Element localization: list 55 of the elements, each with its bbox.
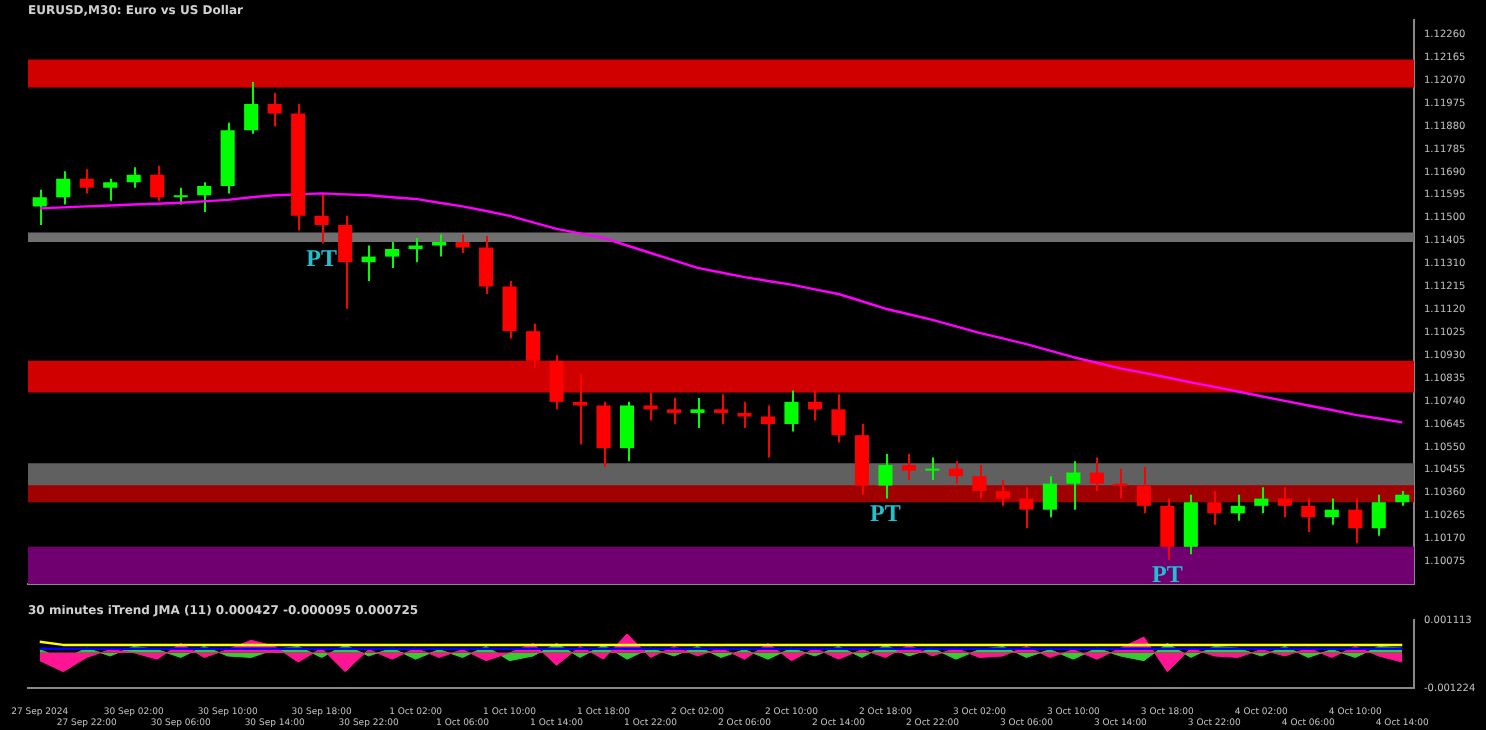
annotation: PT: [870, 498, 901, 527]
candlestick: [1113, 467, 1128, 500]
candlestick: [1324, 497, 1339, 526]
candlestick: [1207, 490, 1222, 526]
candlestick: [1042, 475, 1057, 519]
candlestick: [1371, 493, 1386, 537]
annotation: PT: [306, 243, 337, 272]
candlestick: [338, 214, 353, 310]
candlestick: [737, 400, 752, 429]
candlestick: [267, 92, 282, 128]
candlestick: [901, 452, 916, 482]
candlestick: [1089, 456, 1104, 493]
candlestick: [1230, 493, 1245, 522]
candlestick: [666, 396, 682, 426]
candlestick: [925, 456, 940, 482]
candlestick: [455, 233, 470, 254]
candlestick: [831, 393, 846, 444]
candlestick: [1301, 497, 1316, 533]
candlestick: [972, 464, 987, 500]
candlestick: [948, 460, 963, 485]
candlestick: [197, 181, 212, 213]
candlestick: [56, 170, 71, 206]
candlestick: [79, 168, 94, 195]
candlestick: [807, 389, 823, 422]
candlestick: [619, 400, 635, 463]
candlestick: [1277, 486, 1292, 519]
candlestick: [690, 396, 705, 429]
candlestick: [1066, 460, 1081, 511]
candlestick: [596, 400, 611, 468]
candlestick: [1183, 493, 1198, 556]
candlestick: [432, 233, 447, 258]
candlestick: [1019, 486, 1034, 530]
candlestick: [126, 166, 141, 189]
candlestick: [760, 404, 776, 459]
candlestick: [244, 80, 259, 135]
candlestick: [549, 354, 564, 411]
annotation: PT: [1152, 560, 1183, 589]
candlestick: [103, 177, 118, 202]
candlestick: [1348, 497, 1363, 545]
candlestick: [361, 244, 376, 282]
candlestick: [1160, 497, 1175, 561]
candlestick: [479, 235, 494, 295]
candlestick: [32, 188, 47, 226]
candlestick: [995, 479, 1010, 507]
candlestick: [784, 389, 799, 433]
candlestick: [150, 164, 165, 202]
candlestick: [1136, 465, 1151, 515]
candlestick: [878, 452, 893, 500]
candlestick: [502, 279, 517, 340]
candlestick: [526, 322, 541, 370]
candlestick: [1254, 486, 1269, 515]
candlestick: [385, 240, 400, 269]
candlestick: [643, 391, 658, 422]
candlestick: [314, 192, 329, 245]
candlestick: [713, 393, 729, 426]
